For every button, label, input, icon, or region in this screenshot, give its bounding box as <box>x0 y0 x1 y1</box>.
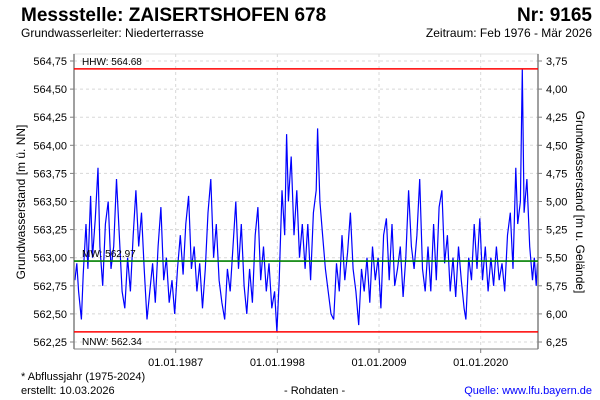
reference-label-hhw: HHW: 564.68 <box>82 57 142 68</box>
grid <box>73 53 539 350</box>
period-label: Zeitraum: Feb 1976 - Mär 2026 <box>425 26 592 40</box>
reference-label-mw: MW: 562.97 <box>82 249 136 260</box>
axes: 564,75 3,75 564,50 4,00 564,25 4,25 564,00 4,50… <box>33 54 567 369</box>
y2-tick-label: 4,25 <box>546 112 567 124</box>
source-link[interactable]: Quelle: www.lfu.bayern.de <box>464 385 592 397</box>
x-tick-label: 01.01.1987 <box>148 357 203 369</box>
y2-tick-label: 4,50 <box>546 140 567 152</box>
y2-tick-label: 3,75 <box>546 56 567 68</box>
y-tick-label: 562,25 <box>33 337 67 349</box>
y-tick-label: 562,75 <box>33 281 67 293</box>
footnote: * Abflussjahr (1975-2024) <box>21 371 146 383</box>
station-title: Messstelle: ZAISERTSHOFEN 678 <box>21 5 327 26</box>
reference-lines: HHW: 564.68 MW: 562.97 NNW: 562.34 <box>74 57 538 348</box>
y2-tick-label: 6,00 <box>546 309 567 321</box>
y-tick-label: 564,50 <box>33 84 67 96</box>
reference-label-nnw: NNW: 562.34 <box>82 337 142 348</box>
y-tick-label: 563,50 <box>33 197 67 209</box>
y-tick-label: 563,75 <box>33 168 67 180</box>
raw-data-label: - Rohdaten - <box>284 385 346 397</box>
x-tick-label: 01.01.2009 <box>351 357 406 369</box>
y-tick-label: 563,25 <box>33 225 67 237</box>
y2-tick-label: 5,00 <box>546 197 567 209</box>
y-tick-label: 564,75 <box>33 56 67 68</box>
y2-tick-label: 6,25 <box>546 337 567 349</box>
y2-tick-label: 5,25 <box>546 225 567 237</box>
y-axis-title: Grundwasserstand [m ü. NN] <box>14 125 28 280</box>
x-tick-label: 01.01.1998 <box>250 357 305 369</box>
y-tick-label: 562,50 <box>33 309 67 321</box>
y2-tick-label: 5,50 <box>546 253 567 265</box>
station-number: Nr: 9165 <box>517 5 592 26</box>
created-date: erstellt: 10.03.2026 <box>21 385 115 397</box>
y-tick-label: 564,00 <box>33 140 67 152</box>
y-tick-label: 563,00 <box>33 253 67 265</box>
y-tick-label: 564,25 <box>33 112 67 124</box>
y2-tick-label: 4,75 <box>546 168 567 180</box>
y2-tick-label: 4,00 <box>546 84 567 96</box>
series-line-groundwater <box>74 68 539 332</box>
x-tick-label: 01.01.2020 <box>453 357 508 369</box>
plot-area <box>73 53 539 350</box>
y2-tick-label: 5,75 <box>546 281 567 293</box>
aquifer-label: Grundwasserleiter: Niederterrasse <box>21 26 204 40</box>
y2-axis-title: Grundwasserstand [m u. Gelände] <box>573 111 587 294</box>
